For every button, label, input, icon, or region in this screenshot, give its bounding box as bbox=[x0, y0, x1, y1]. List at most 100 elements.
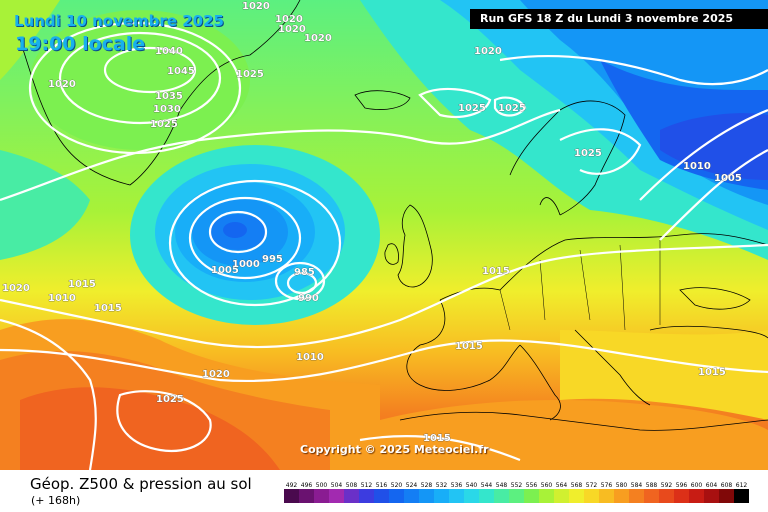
scale-swatch bbox=[674, 489, 689, 503]
isobar-label: 1020 bbox=[2, 283, 30, 294]
scale-tick-label: 600 bbox=[691, 482, 703, 489]
isobar-label: 1020 bbox=[304, 33, 332, 44]
isobar-label: 1010 bbox=[683, 161, 711, 172]
scale-tick-label: 532 bbox=[436, 482, 448, 489]
forecast-date: Lundi 10 novembre 2025 bbox=[14, 12, 224, 30]
scale-swatch bbox=[449, 489, 464, 503]
scale-swatch bbox=[329, 489, 344, 503]
isobar-label: 990 bbox=[298, 293, 319, 304]
scale-swatch bbox=[389, 489, 404, 503]
scale-swatch bbox=[719, 489, 734, 503]
scale-tick-label: 592 bbox=[661, 482, 673, 489]
isobar-label: 1015 bbox=[455, 341, 483, 352]
scale-swatch bbox=[584, 489, 599, 503]
scale-tick-label: 572 bbox=[586, 482, 598, 489]
scale-swatch bbox=[509, 489, 524, 503]
isobar-label: 1005 bbox=[211, 265, 239, 276]
scale-swatch bbox=[659, 489, 674, 503]
scale-tick-label: 512 bbox=[361, 482, 373, 489]
scale-tick-label: 496 bbox=[301, 482, 313, 489]
scale-tick-label: 604 bbox=[706, 482, 718, 489]
isobars bbox=[0, 21, 768, 470]
forecast-local-time: 19:00 locale bbox=[15, 33, 146, 55]
isobar-label: 1025 bbox=[458, 103, 486, 114]
scale-tick-label: 552 bbox=[511, 482, 523, 489]
isobar-label: 1030 bbox=[153, 104, 181, 115]
scale-swatch bbox=[299, 489, 314, 503]
isobar-label: 1015 bbox=[482, 266, 510, 277]
isobar-label: 1025 bbox=[574, 148, 602, 159]
isobar-label: 1020 bbox=[48, 79, 76, 90]
isobar-label: 1025 bbox=[498, 103, 526, 114]
isobar-label: 1025 bbox=[236, 69, 264, 80]
scale-swatch bbox=[374, 489, 389, 503]
scale-tick-label: 528 bbox=[421, 482, 433, 489]
scale-tick-label: 560 bbox=[541, 482, 553, 489]
land-coastlines bbox=[19, 0, 768, 431]
isobar-label: 1005 bbox=[714, 173, 742, 184]
copyright-notice: Copyright © 2025 Meteociel.fr bbox=[300, 443, 489, 456]
scale-swatch bbox=[689, 489, 704, 503]
scale-tick-label: 524 bbox=[406, 482, 418, 489]
isobar-label: 1015 bbox=[423, 433, 451, 444]
scale-swatch bbox=[314, 489, 329, 503]
scale-tick-label: 608 bbox=[721, 482, 733, 489]
scale-tick-label: 584 bbox=[631, 482, 643, 489]
scale-swatch bbox=[569, 489, 584, 503]
color-scale-legend: 492 496 500 504 508 512 516 520 524 528 532 536 540 5… bbox=[284, 482, 749, 503]
scale-tick-label: 568 bbox=[571, 482, 583, 489]
scale-tick-label: 508 bbox=[346, 482, 358, 489]
isobar-label: 1025 bbox=[156, 394, 184, 405]
scale-tick-label: 564 bbox=[556, 482, 568, 489]
scale-tick-label: 548 bbox=[496, 482, 508, 489]
scale-tick-label: 596 bbox=[676, 482, 688, 489]
isobar-label: 1020 bbox=[242, 1, 270, 12]
scale-tick-label: 556 bbox=[526, 482, 538, 489]
scale-swatch bbox=[284, 489, 299, 503]
isobar-label: 1015 bbox=[94, 303, 122, 314]
scale-swatch bbox=[644, 489, 659, 503]
scale-swatch bbox=[539, 489, 554, 503]
scale-tick-label: 516 bbox=[376, 482, 388, 489]
scale-swatch bbox=[704, 489, 719, 503]
isobar-label: 1040 bbox=[155, 46, 183, 57]
scale-tick-label: 492 bbox=[286, 482, 298, 489]
isobar-label: 1025 bbox=[150, 119, 178, 130]
isobar-label: 1010 bbox=[296, 352, 324, 363]
isobar-label: 1045 bbox=[167, 66, 195, 77]
z500-color-field bbox=[0, 0, 768, 470]
isobar-label: 1015 bbox=[68, 279, 96, 290]
scale-tick-label: 540 bbox=[466, 482, 478, 489]
scale-swatch bbox=[554, 489, 569, 503]
scale-swatch bbox=[434, 489, 449, 503]
isobar-label: 1015 bbox=[698, 367, 726, 378]
isobar-label: 1020 bbox=[278, 24, 306, 35]
scale-tick-label: 544 bbox=[481, 482, 493, 489]
scale-tick-label: 520 bbox=[391, 482, 403, 489]
scale-tick-label: 612 bbox=[736, 482, 748, 489]
scale-swatch bbox=[599, 489, 614, 503]
lead-time-label: (+ 168h) bbox=[31, 494, 81, 507]
isobar-label: 995 bbox=[262, 254, 283, 265]
parameter-label: Géop. Z500 & pression au sol bbox=[30, 475, 252, 493]
scale-swatch bbox=[404, 489, 419, 503]
scale-swatch bbox=[479, 489, 494, 503]
isobar-label: 1000 bbox=[232, 259, 260, 270]
scale-swatch bbox=[524, 489, 539, 503]
scale-swatch bbox=[629, 489, 644, 503]
isobar-label: 1020 bbox=[474, 46, 502, 57]
scale-swatch bbox=[344, 489, 359, 503]
scale-tick-label: 504 bbox=[331, 482, 343, 489]
isobar-label: 1020 bbox=[202, 369, 230, 380]
scale-tick-label: 536 bbox=[451, 482, 463, 489]
scale-tick-label: 588 bbox=[646, 482, 658, 489]
scale-swatch bbox=[494, 489, 509, 503]
isobar-label: 1010 bbox=[48, 293, 76, 304]
scale-tick-label: 580 bbox=[616, 482, 628, 489]
scale-swatch bbox=[734, 489, 749, 503]
scale-swatch bbox=[359, 489, 374, 503]
isobar-label: 985 bbox=[294, 267, 315, 278]
